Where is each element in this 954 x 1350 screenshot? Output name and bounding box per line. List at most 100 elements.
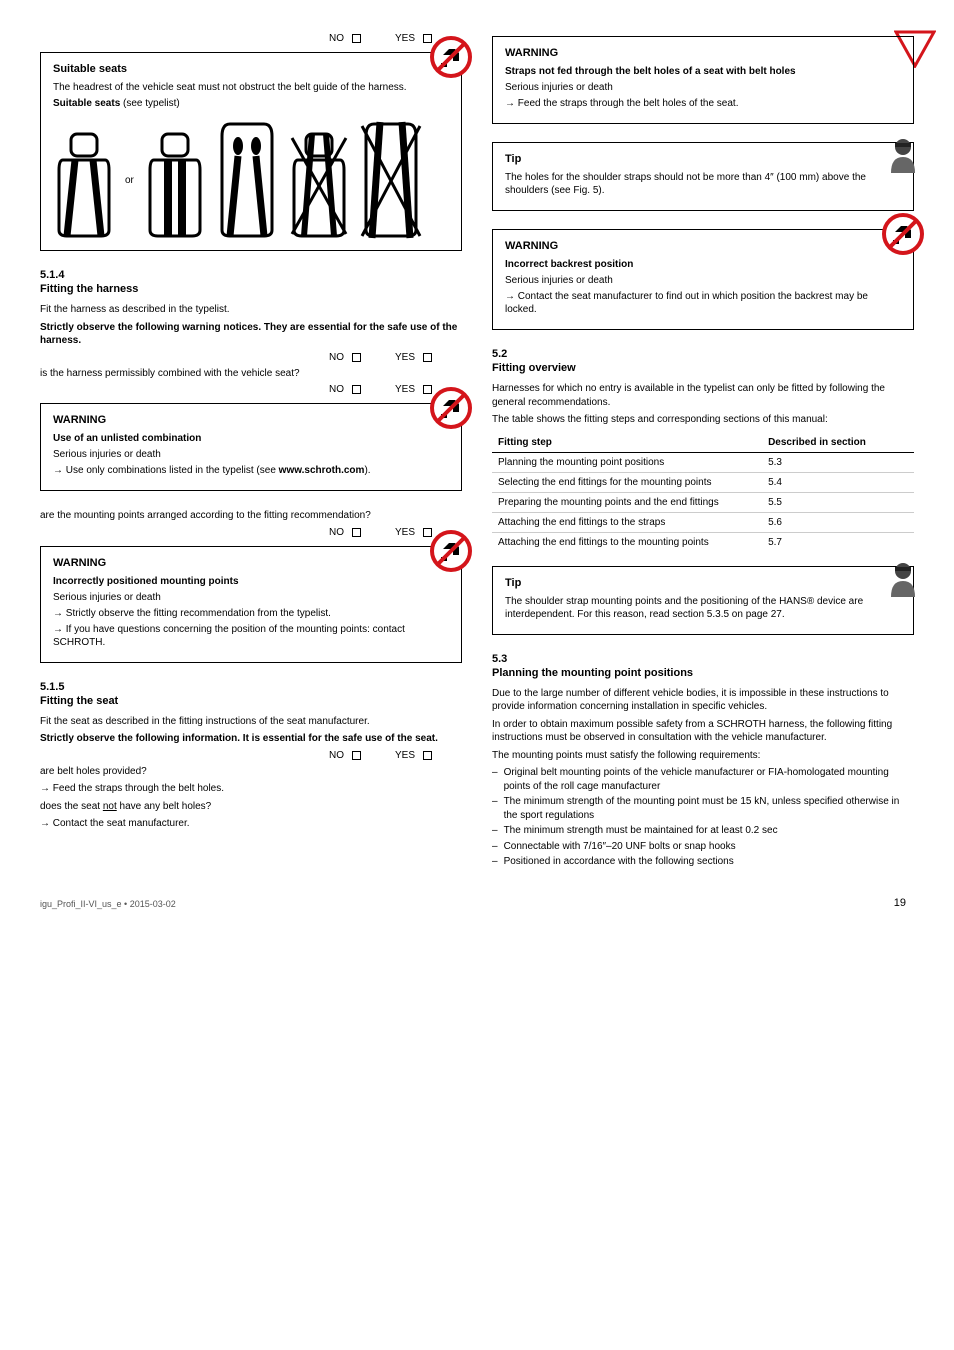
professor-icon (881, 557, 925, 601)
q-noholes-c: have any belt holes? (117, 801, 212, 812)
warning-unlisted-l1: Use of an unlisted combination (53, 432, 449, 445)
warning-vseat-l1: Straps not fed through the belt holes of… (505, 65, 901, 78)
tip-box-2: Tip The shoulder strap mounting points a… (492, 566, 914, 635)
list-item: –Connectable with 7/16″–20 UNF bolts or … (492, 840, 914, 854)
suitable-seats-box: Suitable seats The headrest of the vehic… (40, 52, 462, 251)
professor-icon (881, 133, 925, 177)
warning-vback-l2: Serious injuries or death (505, 274, 901, 287)
table-r5b: 5.7 (762, 532, 914, 552)
footer-ref: igu_Profi_II-VI_us_e • 2015-03-02 (40, 899, 176, 909)
sec-5-3-l2: In order to obtain maximum possible safe… (492, 718, 914, 745)
tip-box-1: Tip The holes for the shoulder straps sh… (492, 142, 914, 211)
no-label: NO (329, 384, 344, 395)
sec-5-3-num: 5.3 (492, 653, 914, 665)
sec-5-1-5-intro: Fit the seat as described in the fitting… (40, 715, 462, 729)
combine-q: is the harness permissibly combined with… (40, 367, 462, 381)
list-item: –The minimum strength of the mounting po… (492, 795, 914, 822)
yes-label: YES (395, 750, 415, 761)
prohibit-icon (429, 35, 473, 79)
list-item: –Positioned in accordance with the follo… (492, 855, 914, 869)
warning-vseat-l3: → Feed the straps through the belt holes… (505, 97, 901, 110)
prohibit-icon (881, 212, 925, 256)
warning-unlisted-l3c: ). (364, 465, 370, 476)
table-r2b: 5.4 (762, 472, 914, 492)
fitting-table: Fitting step Described in section Planni… (492, 433, 914, 552)
table-r5a: Attaching the end fittings to the mounti… (492, 532, 762, 552)
table-r1b: 5.3 (762, 452, 914, 472)
checkbox-no (352, 353, 361, 362)
seat-diagram: or (53, 120, 449, 240)
yes-label: YES (395, 527, 415, 538)
table-r3a: Preparing the mounting points and the en… (492, 492, 762, 512)
table-r3b: 5.5 (762, 492, 914, 512)
tip1-l1: The holes for the shoulder straps should… (505, 171, 901, 197)
q-beltholes-b: → Feed the straps through the belt holes… (40, 782, 462, 796)
sec-5-1-4-num: 5.1.4 (40, 269, 462, 281)
prohibit-icon (429, 386, 473, 430)
sec-5-2-title: Fitting overview (492, 362, 914, 374)
tip2-l1: The shoulder strap mounting points and t… (505, 595, 901, 621)
list-item: –Original belt mounting points of the ve… (492, 766, 914, 793)
checkbox-no (352, 751, 361, 760)
q-beltholes-a: are belt holes provided? (40, 765, 462, 779)
sec-5-2-l2: The table shows the fitting steps and co… (492, 413, 914, 427)
table-h1: Fitting step (492, 433, 762, 453)
sec-5-3-l1: Due to the large number of different veh… (492, 687, 914, 714)
list-item: –The minimum strength must be maintained… (492, 824, 914, 838)
warning-box-unlisted: WARNING Use of an unlisted combination S… (40, 403, 462, 491)
sec-5-3-title: Planning the mounting point positions (492, 667, 914, 679)
no-label: NO (329, 33, 344, 44)
table-r2a: Selecting the end fittings for the mount… (492, 472, 762, 492)
table-r4b: 5.6 (762, 512, 914, 532)
suitable-seats-line2b: (see typelist) (123, 98, 180, 109)
yes-label: YES (395, 384, 415, 395)
mount-points-q: are the mounting points arranged accordi… (40, 509, 462, 523)
table-r4a: Attaching the end fittings to the straps (492, 512, 762, 532)
table-h2: Described in section (762, 433, 914, 453)
suitable-seats-line2a: Suitable seats (53, 98, 123, 109)
warning-vback-title: WARNING (505, 240, 901, 252)
warning-mounting-l3: → Strictly observe the fitting recommend… (53, 607, 449, 620)
page-number: 19 (894, 897, 906, 909)
warning-mounting-title: WARNING (53, 557, 449, 569)
no-label: NO (329, 352, 344, 363)
sec-5-1-4-observe: Strictly observe the following warning n… (40, 321, 462, 348)
q-noholes-a: does the seat (40, 801, 103, 812)
warning-box-mounting: WARNING Incorrectly positioned mounting … (40, 546, 462, 663)
q-noholes-b: not (103, 801, 117, 812)
warning-vback-l1: Incorrect backrest position (505, 258, 901, 271)
prohibit-icon (429, 529, 473, 573)
sec-5-2-l1: Harnesses for which no entry is availabl… (492, 382, 914, 409)
sec-5-1-4-title: Fitting the harness (40, 283, 462, 295)
warning-unlisted-title: WARNING (53, 414, 449, 426)
warning-unlisted-l3a: → Use only combinations listed in the ty… (53, 465, 279, 476)
sec-5-1-5-observe: Strictly observe the following informati… (40, 732, 462, 746)
no-label: NO (329, 527, 344, 538)
checkbox-yes (423, 751, 432, 760)
suitable-seats-line1: The headrest of the vehicle seat must no… (53, 81, 449, 94)
warning-mounting-l4: → If you have questions concerning the p… (53, 623, 449, 649)
warning-vseat-l2: Serious injuries or death (505, 81, 901, 94)
sec-5-2-num: 5.2 (492, 348, 914, 360)
warning-box-vseat: WARNING Straps not fed through the belt … (492, 36, 914, 124)
checkbox-yes (423, 353, 432, 362)
warning-box-vback: WARNING Incorrect backrest position Seri… (492, 229, 914, 330)
table-r1a: Planning the mounting point positions (492, 452, 762, 472)
sec-5-3-l3: The mounting points must satisfy the fol… (492, 749, 914, 763)
sec-5-1-4-intro: Fit the harness as described in the type… (40, 303, 462, 317)
checkbox-no (352, 34, 361, 43)
checkbox-no (352, 528, 361, 537)
warning-mounting-l1: Incorrectly positioned mounting points (53, 575, 449, 588)
warning-vseat-title: WARNING (505, 47, 901, 59)
tip2-title: Tip (505, 577, 901, 589)
yes-label: YES (395, 33, 415, 44)
sec-5-1-5-num: 5.1.5 (40, 681, 462, 693)
no-label: NO (329, 750, 344, 761)
or-label: or (125, 175, 134, 186)
warning-unlisted-l3b: www.schroth.com (279, 465, 365, 476)
sec-5-1-5-title: Fitting the seat (40, 695, 462, 707)
suitable-seats-title: Suitable seats (53, 63, 449, 75)
warning-vback-l3: → Contact the seat manufacturer to find … (505, 290, 901, 316)
tip1-title: Tip (505, 153, 901, 165)
warning-unlisted-l2: Serious injuries or death (53, 448, 449, 461)
